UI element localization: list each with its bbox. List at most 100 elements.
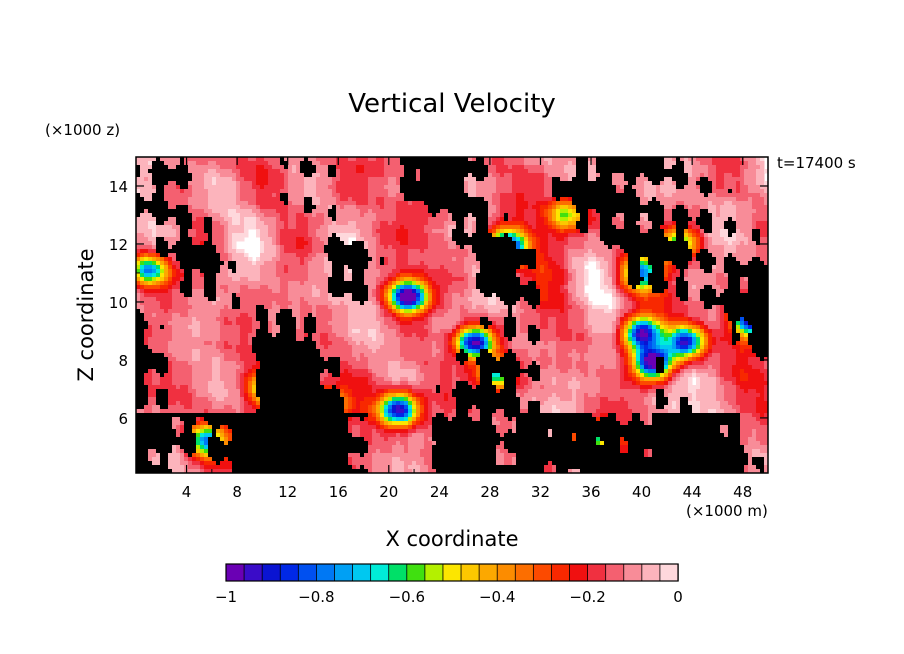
field-cell [428, 173, 433, 178]
field-cell [560, 185, 565, 190]
field-cell [552, 237, 557, 242]
field-cell [280, 253, 285, 258]
field-cell [564, 173, 569, 178]
field-cell [504, 157, 509, 162]
field-cell [264, 221, 269, 226]
field-cell [356, 245, 361, 250]
field-cell [436, 217, 441, 222]
field-cell [308, 245, 313, 250]
field-cell [236, 281, 241, 286]
field-cell [328, 277, 333, 282]
field-cell [596, 229, 601, 234]
field-cell [616, 261, 621, 266]
field-cell [456, 197, 461, 202]
field-cell [752, 213, 757, 218]
field-cell [252, 193, 257, 198]
field-cell [756, 277, 761, 282]
field-cell [248, 261, 253, 266]
field-cell [764, 193, 768, 198]
field-cell [396, 277, 401, 282]
field-cell [528, 217, 533, 222]
field-cell [548, 217, 553, 222]
field-cell [500, 269, 505, 274]
field-cell [200, 269, 205, 274]
field-cell [384, 261, 389, 266]
field-cell [164, 229, 169, 234]
field-cell [192, 169, 197, 174]
field-cell [252, 165, 257, 170]
field-cell [680, 205, 685, 210]
field-cell [444, 225, 449, 230]
field-cell [732, 157, 737, 162]
field-cell [500, 201, 505, 206]
field-cell [604, 221, 609, 226]
field-cell [544, 217, 549, 222]
field-cell [532, 193, 537, 198]
field-cell [316, 249, 321, 254]
field-cell [220, 209, 225, 214]
field-cell [456, 261, 461, 266]
field-cell [712, 241, 717, 246]
field-cell [320, 253, 325, 258]
field-cell [704, 273, 709, 278]
field-cell [388, 173, 393, 178]
field-cell [232, 157, 237, 162]
field-cell [664, 217, 669, 222]
field-cell [724, 249, 729, 254]
field-cell [476, 165, 481, 170]
field-cell [240, 169, 245, 174]
field-cell [700, 237, 705, 242]
field-cell [548, 177, 553, 182]
field-cell [688, 221, 693, 226]
field-cell [584, 177, 589, 182]
field-cell [696, 173, 701, 178]
field-cell [744, 205, 749, 210]
field-cell [680, 249, 685, 254]
field-cell [300, 277, 305, 282]
field-cell [728, 205, 733, 210]
field-cell [676, 197, 681, 202]
field-cell [404, 201, 409, 206]
field-cell [340, 205, 345, 210]
field-cell [480, 221, 485, 226]
field-cell [288, 273, 293, 278]
field-cell [204, 181, 209, 186]
field-cell [316, 277, 321, 282]
field-cell [460, 241, 465, 246]
field-cell [568, 217, 573, 222]
field-cell [264, 245, 269, 250]
field-cell [272, 189, 277, 194]
field-cell [664, 233, 669, 238]
field-cell [276, 257, 281, 262]
field-cell [256, 261, 261, 266]
field-cell [528, 201, 533, 206]
field-cell [688, 205, 693, 210]
field-cell [348, 269, 353, 274]
field-cell [592, 229, 597, 234]
field-cell [720, 261, 725, 266]
field-cell [756, 165, 761, 170]
field-cell [392, 245, 397, 250]
field-cell [592, 225, 597, 230]
field-cell [236, 261, 241, 266]
field-cell [344, 229, 349, 234]
field-cell [476, 257, 481, 262]
field-cell [300, 273, 305, 278]
field-cell [636, 241, 641, 246]
field-cell [360, 245, 365, 250]
field-cell [492, 245, 497, 250]
field-cell [744, 225, 749, 230]
field-cell [404, 189, 409, 194]
field-cell [524, 189, 529, 194]
field-cell [700, 221, 705, 226]
field-cell [596, 241, 601, 246]
field-cell [720, 237, 725, 242]
field-cell [468, 193, 473, 198]
field-cell [540, 249, 545, 254]
field-cell [260, 249, 265, 254]
field-cell [628, 157, 633, 162]
field-cell [700, 185, 705, 190]
field-cell [304, 225, 309, 230]
field-cell [292, 173, 297, 178]
field-cell [472, 205, 477, 210]
